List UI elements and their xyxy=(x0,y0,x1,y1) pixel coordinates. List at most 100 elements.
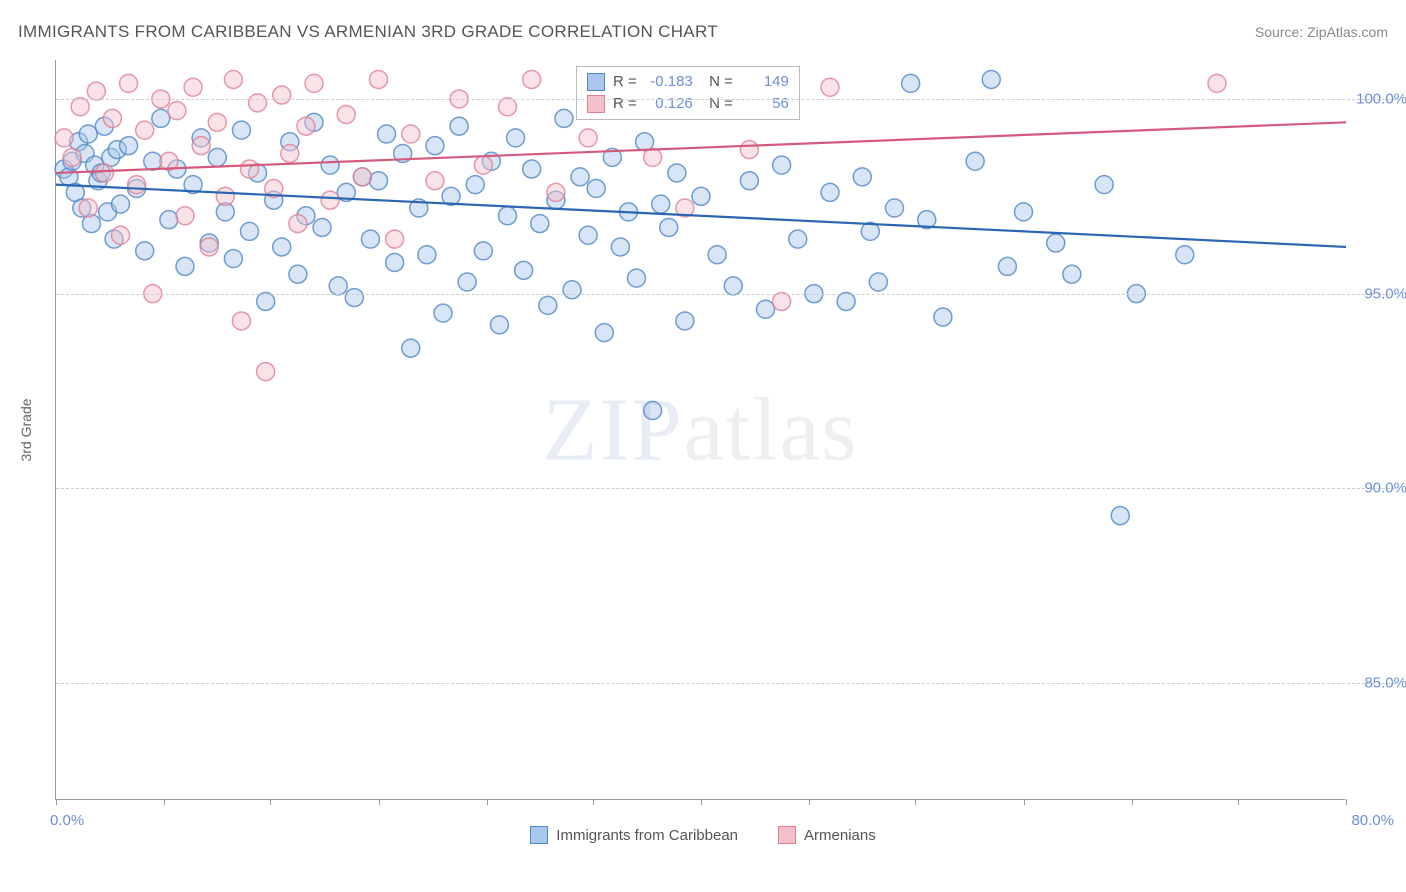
x-tick xyxy=(1024,799,1025,805)
y-tick-label: 85.0% xyxy=(1364,675,1406,692)
scatter-point xyxy=(95,164,113,182)
scatter-point xyxy=(789,230,807,248)
stat-n-label: N = xyxy=(701,93,733,115)
scatter-point xyxy=(112,226,130,244)
scatter-point xyxy=(869,273,887,291)
scatter-point xyxy=(337,106,355,124)
x-tick xyxy=(593,799,594,805)
scatter-point xyxy=(821,78,839,96)
gridline-horizontal xyxy=(56,683,1395,684)
scatter-point xyxy=(507,129,525,147)
scatter-point xyxy=(966,152,984,170)
scatter-point xyxy=(289,215,307,233)
gridline-horizontal xyxy=(56,488,1395,489)
scatter-point xyxy=(176,207,194,225)
scatter-point xyxy=(490,316,508,334)
scatter-point xyxy=(353,168,371,186)
scatter-point xyxy=(668,164,686,182)
x-tick xyxy=(1346,799,1347,805)
x-tick xyxy=(270,799,271,805)
scatter-point xyxy=(103,109,121,127)
scatter-point xyxy=(297,117,315,135)
scatter-point xyxy=(82,215,100,233)
x-tick xyxy=(701,799,702,805)
scatter-point xyxy=(547,183,565,201)
scatter-point xyxy=(144,152,162,170)
scatter-point xyxy=(128,176,146,194)
legend-swatch xyxy=(587,73,605,91)
scatter-point xyxy=(289,265,307,283)
stat-r-label: R = xyxy=(613,93,637,115)
scatter-point xyxy=(112,195,130,213)
bottom-legend-item: Armenians xyxy=(778,826,876,844)
x-tick xyxy=(164,799,165,805)
scatter-point xyxy=(192,137,210,155)
scatter-point xyxy=(773,156,791,174)
legend-swatch xyxy=(778,826,796,844)
scatter-point xyxy=(305,74,323,92)
scatter-point xyxy=(224,70,242,88)
scatter-point xyxy=(998,257,1016,275)
scatter-point xyxy=(886,199,904,217)
scatter-point xyxy=(821,183,839,201)
scatter-point xyxy=(273,238,291,256)
scatter-point xyxy=(724,277,742,295)
scatter-point xyxy=(426,172,444,190)
plot-area: ZIPatlas R =-0.183 N =149R =0.126 N =56 … xyxy=(55,60,1345,800)
scatter-point xyxy=(1063,265,1081,283)
scatter-point xyxy=(539,296,557,314)
scatter-point xyxy=(644,148,662,166)
chart-title: IMMIGRANTS FROM CARIBBEAN VS ARMENIAN 3R… xyxy=(18,22,718,42)
stat-r-value: 0.126 xyxy=(645,93,693,115)
scatter-point xyxy=(136,121,154,139)
bottom-legend-label: Armenians xyxy=(804,827,876,844)
y-tick-label: 100.0% xyxy=(1356,90,1406,107)
scatter-point xyxy=(837,292,855,310)
scatter-point xyxy=(224,250,242,268)
scatter-point xyxy=(232,312,250,330)
scatter-point xyxy=(571,168,589,186)
scatter-point xyxy=(160,211,178,229)
scatter-point xyxy=(466,176,484,194)
legend-stats-row: R =-0.183 N =149 xyxy=(587,71,789,93)
scatter-point xyxy=(773,292,791,310)
scatter-point xyxy=(740,141,758,159)
scatter-point xyxy=(273,86,291,104)
scatter-point xyxy=(426,137,444,155)
scatter-point xyxy=(1047,234,1065,252)
scatter-point xyxy=(249,94,267,112)
scatter-point xyxy=(1015,203,1033,221)
scatter-point xyxy=(740,172,758,190)
scatter-point xyxy=(644,402,662,420)
x-tick xyxy=(915,799,916,805)
scatter-point xyxy=(1176,246,1194,264)
scatter-point xyxy=(55,129,73,147)
scatter-point xyxy=(853,168,871,186)
scatter-point xyxy=(499,207,517,225)
scatter-point xyxy=(660,218,678,236)
stat-r-label: R = xyxy=(613,71,637,93)
scatter-point xyxy=(523,70,541,88)
scatter-point xyxy=(563,281,581,299)
scatter-chart-svg xyxy=(56,60,1345,799)
stat-n-label: N = xyxy=(701,71,733,93)
scatter-point xyxy=(241,222,259,240)
scatter-point xyxy=(692,187,710,205)
scatter-point xyxy=(370,172,388,190)
legend-stats-box: R =-0.183 N =149R = 0.126 N = 56 xyxy=(576,66,800,120)
scatter-point xyxy=(87,82,105,100)
scatter-point xyxy=(579,226,597,244)
x-tick xyxy=(56,799,57,805)
x-tick xyxy=(1132,799,1133,805)
scatter-point xyxy=(216,187,234,205)
legend-swatch xyxy=(587,95,605,113)
scatter-point xyxy=(232,121,250,139)
scatter-point xyxy=(321,191,339,209)
scatter-point xyxy=(515,261,533,279)
stat-n-value: 56 xyxy=(741,93,789,115)
scatter-point xyxy=(257,363,275,381)
scatter-point xyxy=(152,109,170,127)
x-tick xyxy=(487,799,488,805)
scatter-point xyxy=(378,125,396,143)
scatter-point xyxy=(281,144,299,162)
